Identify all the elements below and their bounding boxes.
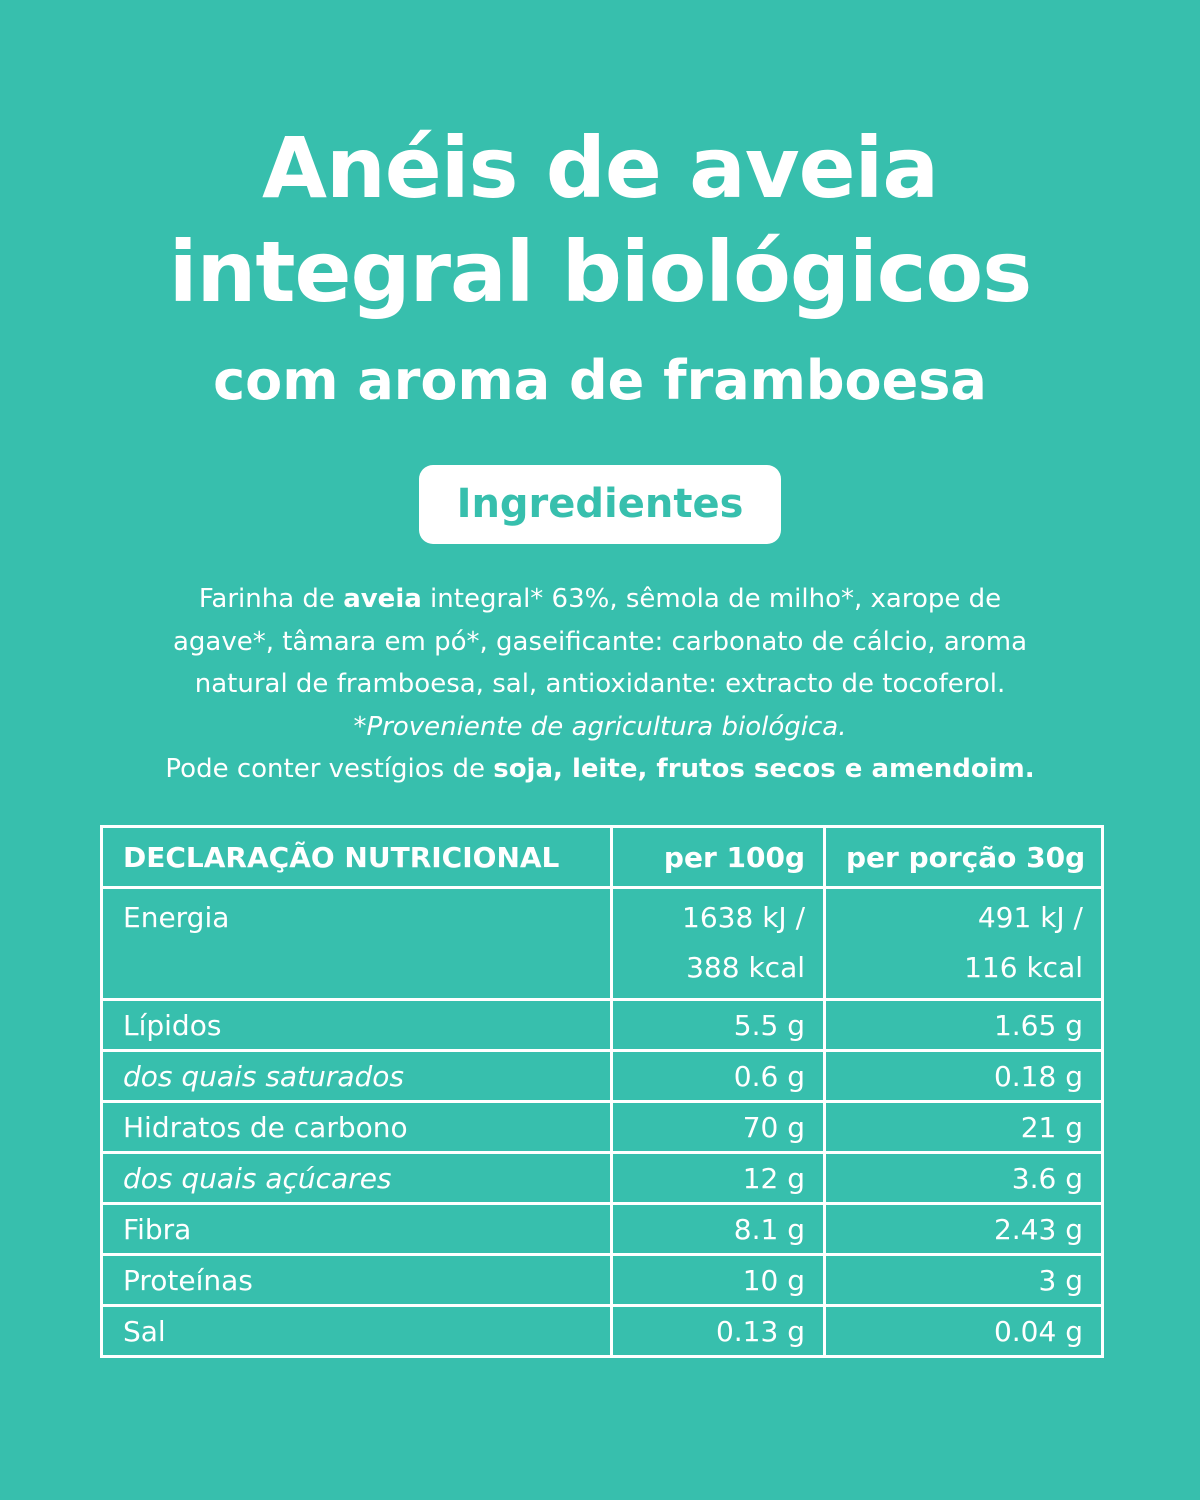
- nutrient-label: dos quais açúcares: [100, 1151, 613, 1205]
- nutrient-label: Hidratos de carbono: [100, 1100, 613, 1154]
- nutrient-per-portion: 3 g: [823, 1253, 1104, 1307]
- nutrient-label: dos quais saturados: [100, 1049, 613, 1103]
- nutrient-per-100g: 5.5 g: [610, 998, 826, 1052]
- nutrient-label: Proteínas: [100, 1253, 613, 1307]
- table-row: Sal 0.13 g 0.04 g: [100, 1304, 1104, 1358]
- nutrient-per-100g: 12 g: [610, 1151, 826, 1205]
- ingredients-line-1-c: integral* 63%, sêmola de milho*, xarope …: [421, 584, 1002, 614]
- header-per-100g: per 100g: [610, 825, 826, 889]
- nutrient-per-100g: 70 g: [610, 1100, 826, 1154]
- nutrient-per-portion: 1.65 g: [823, 998, 1104, 1052]
- ingredients-line-1: Farinha de aveia integral* 63%, sêmola d…: [60, 578, 1140, 621]
- nutrient-label: Lípidos: [100, 998, 613, 1052]
- ingredients-line-3: natural de framboesa, sal, antioxidante:…: [194, 669, 1006, 699]
- allergen-intro: Pode conter vestígios de: [165, 754, 494, 784]
- energy-per-portion-kj: 491 kJ /: [977, 901, 1083, 934]
- subtitle: com aroma de framboesa: [213, 349, 987, 412]
- energy-label: Energia: [100, 886, 613, 1001]
- ingredients-line-1-a: Farinha de: [198, 584, 344, 614]
- header-per-portion: per porção 30g: [823, 825, 1104, 889]
- nutrition-table: DECLARAÇÃO NUTRICIONAL per 100g per porç…: [100, 825, 1104, 1358]
- energy-per-100g: 1638 kJ / 388 kcal: [610, 886, 826, 1001]
- table-row: dos quais açúcares 12 g 3.6 g: [100, 1151, 1104, 1205]
- table-row: Lípidos 5.5 g 1.65 g: [100, 998, 1104, 1052]
- nutrient-per-100g: 0.13 g: [610, 1304, 826, 1358]
- nutrition-header-row: DECLARAÇÃO NUTRICIONAL per 100g per porç…: [100, 825, 1104, 889]
- allergen-list: soja, leite, frutos secos e amendoim.: [493, 754, 1035, 784]
- table-row: Hidratos de carbono 70 g 21 g: [100, 1100, 1104, 1154]
- energy-per-100g-kj: 1638 kJ /: [682, 901, 805, 934]
- energy-per-100g-kcal: 388 kcal: [686, 951, 805, 984]
- energy-per-portion: 491 kJ / 116 kcal: [823, 886, 1104, 1001]
- nutrient-label: Fibra: [100, 1202, 613, 1256]
- table-row: dos quais saturados 0.6 g 0.18 g: [100, 1049, 1104, 1103]
- table-row-energy: Energia 1638 kJ / 388 kcal 491 kJ / 116 …: [100, 886, 1104, 1001]
- nutrient-label: Sal: [100, 1304, 613, 1358]
- organic-note: *Proveniente de agricultura biológica.: [353, 711, 847, 742]
- table-row: Fibra 8.1 g 2.43 g: [100, 1202, 1104, 1256]
- header-declaration: DECLARAÇÃO NUTRICIONAL: [100, 825, 613, 889]
- nutrient-per-portion: 21 g: [823, 1100, 1104, 1154]
- nutrient-per-portion: 2.43 g: [823, 1202, 1104, 1256]
- ingredients-line-1-bold: aveia: [343, 584, 422, 614]
- nutrient-per-portion: 3.6 g: [823, 1151, 1104, 1205]
- ingredients-text: Farinha de aveia integral* 63%, sêmola d…: [60, 578, 1140, 791]
- nutrient-per-100g: 10 g: [610, 1253, 826, 1307]
- nutrient-per-portion: 0.18 g: [823, 1049, 1104, 1103]
- energy-per-portion-kcal: 116 kcal: [964, 951, 1083, 984]
- nutrient-per-portion: 0.04 g: [823, 1304, 1104, 1358]
- nutrient-per-100g: 8.1 g: [610, 1202, 826, 1256]
- table-row: Proteínas 10 g 3 g: [100, 1253, 1104, 1307]
- nutrient-per-100g: 0.6 g: [610, 1049, 826, 1103]
- title-line-1: Anéis de aveia: [261, 119, 939, 217]
- allergen-line: Pode conter vestígios de soja, leite, fr…: [60, 748, 1140, 791]
- ingredients-badge: Ingredientes: [419, 465, 781, 544]
- title-line-2: integral biológicos: [168, 223, 1033, 321]
- ingredients-line-2: agave*, tâmara em pó*, gaseificante: car…: [172, 626, 1028, 657]
